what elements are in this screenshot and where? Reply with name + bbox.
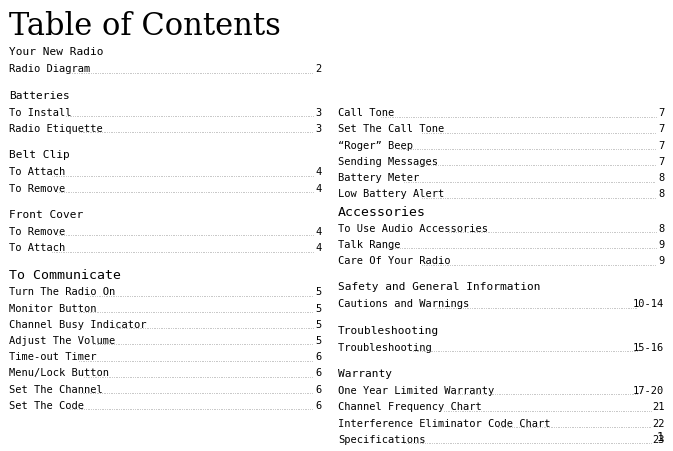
Text: Interference Eliminator Code Chart: Interference Eliminator Code Chart	[338, 419, 557, 428]
Text: 10-14: 10-14	[633, 299, 664, 309]
Text: 5: 5	[316, 304, 322, 313]
Text: Table of Contents: Table of Contents	[9, 11, 281, 42]
Text: Your New Radio: Your New Radio	[9, 47, 103, 57]
Text: To Communicate: To Communicate	[9, 269, 120, 282]
Text: 9: 9	[658, 256, 664, 266]
Text: 21: 21	[651, 402, 664, 412]
Text: 1: 1	[657, 431, 664, 444]
Text: Channel Frequency Chart: Channel Frequency Chart	[338, 402, 482, 412]
Text: 9: 9	[658, 240, 664, 250]
Text: To Attach: To Attach	[9, 167, 65, 177]
Text: Care Of Your Radio: Care Of Your Radio	[338, 256, 450, 266]
Text: 3: 3	[316, 124, 322, 134]
Text: 17-20: 17-20	[633, 386, 664, 396]
Text: Battery Meter: Battery Meter	[338, 173, 425, 183]
Text: 7: 7	[658, 124, 664, 134]
Text: Cautions and Warnings: Cautions and Warnings	[338, 299, 469, 309]
Text: 7: 7	[658, 141, 664, 151]
Text: Menu/Lock Button: Menu/Lock Button	[9, 368, 109, 378]
Text: Adjust The Volume: Adjust The Volume	[9, 336, 121, 346]
Text: Turn The Radio On: Turn The Radio On	[9, 287, 115, 297]
Text: Safety and General Information: Safety and General Information	[338, 282, 540, 292]
Text: 6: 6	[316, 368, 322, 378]
Text: Talk Range: Talk Range	[338, 240, 400, 250]
Text: Troubleshooting: Troubleshooting	[338, 326, 439, 336]
Text: Troubleshooting: Troubleshooting	[338, 343, 438, 353]
Text: 6: 6	[316, 352, 322, 362]
Text: 5: 5	[316, 320, 322, 330]
Text: To Attach: To Attach	[9, 243, 65, 253]
Text: Belt Clip: Belt Clip	[9, 150, 69, 160]
Text: 4: 4	[316, 227, 322, 237]
Text: Set The Call Tone: Set The Call Tone	[338, 124, 450, 134]
Text: Set The Code: Set The Code	[9, 401, 90, 411]
Text: 3: 3	[316, 108, 322, 118]
Text: Low Battery Alert: Low Battery Alert	[338, 189, 450, 199]
Text: “Roger” Beep: “Roger” Beep	[338, 141, 419, 151]
Text: 7: 7	[658, 108, 664, 118]
Text: 4: 4	[316, 167, 322, 177]
Text: 6: 6	[316, 401, 322, 411]
Text: 4: 4	[316, 243, 322, 253]
Text: Monitor Button: Monitor Button	[9, 304, 102, 313]
Text: To Remove: To Remove	[9, 227, 71, 237]
Text: To Remove: To Remove	[9, 184, 71, 193]
Text: Sending Messages: Sending Messages	[338, 157, 444, 167]
Text: Radio Diagram: Radio Diagram	[9, 64, 90, 74]
Text: 8: 8	[658, 224, 664, 234]
Text: 2: 2	[316, 64, 322, 74]
Text: 23: 23	[651, 435, 664, 445]
Text: 8: 8	[658, 189, 664, 199]
Text: 5: 5	[316, 287, 322, 297]
Text: Call Tone: Call Tone	[338, 108, 394, 118]
Text: One Year Limited Warranty: One Year Limited Warranty	[338, 386, 494, 396]
Text: 8: 8	[658, 173, 664, 183]
Text: Specifications: Specifications	[338, 435, 425, 445]
Text: Warranty: Warranty	[338, 369, 392, 379]
Text: Batteries: Batteries	[9, 91, 69, 101]
Text: 5: 5	[316, 336, 322, 346]
Text: Set The Channel: Set The Channel	[9, 385, 102, 395]
Text: Time-out Timer: Time-out Timer	[9, 352, 102, 362]
Text: To Use Audio Accessories: To Use Audio Accessories	[338, 224, 488, 234]
Text: Front Cover: Front Cover	[9, 210, 83, 220]
Text: 15-16: 15-16	[633, 343, 664, 353]
Text: To Install: To Install	[9, 108, 83, 118]
Text: 4: 4	[316, 184, 322, 193]
Text: 22: 22	[651, 419, 664, 428]
Text: Accessories: Accessories	[338, 206, 426, 219]
Text: 7: 7	[658, 157, 664, 167]
Text: Channel Busy Indicator: Channel Busy Indicator	[9, 320, 153, 330]
Text: Radio Etiquette: Radio Etiquette	[9, 124, 102, 134]
Text: 6: 6	[316, 385, 322, 395]
